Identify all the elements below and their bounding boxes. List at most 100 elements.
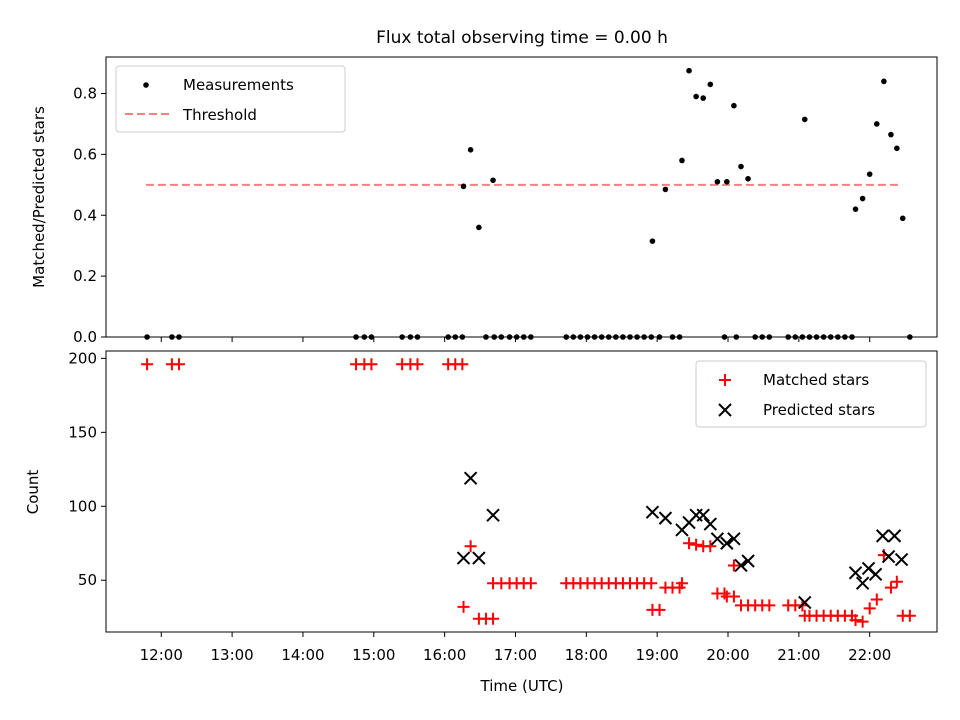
x-tick-label: 21:00 (777, 646, 820, 664)
measurement-point (570, 334, 577, 340)
measurement-point (662, 186, 669, 193)
measurement-point (399, 334, 405, 340)
measurement-point (641, 334, 647, 340)
matched-star-marker (903, 609, 916, 622)
measurement-point (835, 334, 841, 340)
predicted-star-marker (881, 549, 896, 564)
y-tick-label: 0.2 (73, 267, 97, 285)
predicted-star-marker (720, 536, 734, 550)
matched-star-marker (690, 538, 703, 551)
measurement-point (649, 238, 656, 244)
measurement-point (176, 334, 182, 340)
top-legend-box (115, 65, 346, 133)
measurement-point (873, 121, 880, 127)
chart-title: Flux total observing time = 0.00 h (376, 28, 668, 48)
matched-star-marker (141, 358, 154, 371)
measurement-point (361, 334, 368, 340)
predicted-star-marker (486, 508, 500, 522)
measurement-point (852, 206, 859, 212)
x-tick-label: 14:00 (281, 646, 324, 664)
measurement-point (866, 171, 873, 177)
measurement-point (759, 334, 766, 340)
legend-predicted-marker (718, 403, 732, 417)
matched-star-marker (456, 358, 469, 371)
predicted-star-marker (848, 566, 863, 580)
measurement-point (353, 334, 359, 340)
measurement-point (459, 334, 466, 340)
matched-star-marker (890, 575, 903, 588)
measurement-point (693, 93, 699, 100)
measurement-point (707, 81, 714, 88)
predicted-star-marker (456, 551, 471, 565)
measurement-point (144, 334, 150, 340)
matched-star-marker (365, 358, 378, 371)
measurement-point (627, 334, 633, 340)
measurement-point (528, 334, 534, 340)
measurement-point (669, 334, 676, 340)
measurement-point (827, 334, 834, 340)
measurement-point (801, 116, 808, 123)
predicted-star-marker (868, 567, 883, 582)
top-y-axis-label: Matched/Predicted stars (30, 106, 48, 288)
measurement-point (806, 334, 813, 340)
measurement-point (731, 102, 737, 109)
measurement-point (520, 334, 527, 340)
measurement-point (368, 334, 375, 340)
matched-star-marker (457, 600, 470, 613)
x-tick-label: 22:00 (848, 646, 891, 664)
measurement-point (745, 175, 751, 182)
measurement-point (724, 178, 730, 185)
bottom-legend: Matched stars Predicted stars (695, 360, 927, 428)
measurement-point (700, 95, 707, 101)
measurement-point (849, 334, 855, 340)
measurement-point (785, 334, 792, 340)
predicted-star-marker (887, 529, 902, 543)
y-tick-label: 0.8 (73, 85, 97, 103)
measurement-point (679, 157, 685, 164)
measurement-point (820, 334, 827, 340)
matched-star-marker (884, 581, 897, 594)
matched-star-marker (487, 612, 500, 625)
matched-star-marker (411, 358, 424, 371)
matched-star-marker (645, 577, 658, 590)
x-tick-label: 12:00 (140, 646, 183, 664)
matched-star-marker (172, 358, 185, 371)
measurement-point (584, 334, 591, 340)
measurement-point (513, 334, 520, 340)
measurement-point (714, 178, 721, 185)
predicted-star-marker (875, 529, 890, 543)
measurement-point (498, 334, 505, 340)
measurement-point (563, 334, 570, 340)
bottom-legend-box (695, 360, 927, 428)
matched-star-marker (718, 587, 731, 600)
x-tick-label: 20:00 (706, 646, 749, 664)
matched-star-marker (763, 599, 776, 612)
bottom-x-axis: 12:00 13:00 14:00 15:00 16:00 17:00 18:00 19:00… (140, 632, 891, 664)
predicted-star-marker (734, 558, 748, 573)
measurement-point (620, 334, 626, 340)
legend-matched-label: Matched stars (763, 371, 869, 389)
measurement-point (591, 334, 598, 340)
y-tick-label: 0.0 (73, 328, 97, 346)
matched-star-marker (856, 615, 869, 628)
measurement-point (414, 334, 421, 340)
measurement-point (490, 177, 496, 184)
measurement-point (738, 163, 744, 170)
measurements-series (144, 67, 913, 340)
measurement-point (460, 183, 467, 190)
measurement-point (721, 334, 728, 340)
predicted-star-marker (696, 508, 710, 522)
bottom-axes-frame (105, 350, 938, 633)
measurement-point (407, 334, 414, 340)
measurement-point (634, 334, 640, 340)
x-tick-label: 19:00 (636, 646, 679, 664)
matched-star-marker (727, 559, 740, 572)
measurement-point (467, 147, 474, 153)
matched-star-marker (849, 614, 862, 627)
y-tick-label: 50 (78, 571, 97, 589)
measurement-point (491, 334, 498, 340)
predicted-star-marker (727, 532, 741, 546)
legend-threshold-label: Threshold (182, 106, 257, 124)
predicted-star-marker (645, 505, 660, 519)
